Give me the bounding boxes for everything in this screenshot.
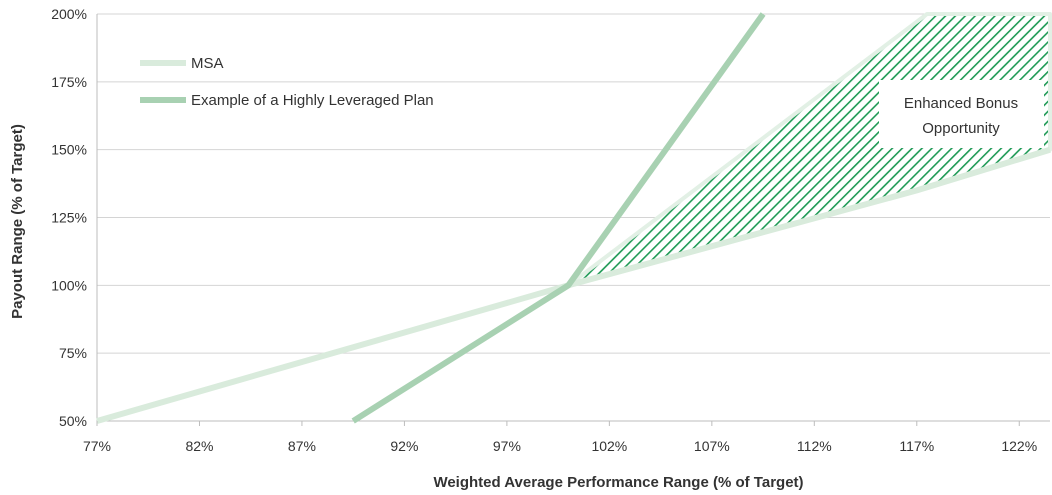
y-tick-label: 200% (51, 6, 87, 22)
legend-label: MSA (191, 55, 224, 72)
x-tick-label: 97% (493, 438, 521, 454)
x-tick-label: 117% (899, 438, 934, 454)
y-tick-label: 75% (59, 345, 87, 361)
y-tick-label: 175% (51, 74, 87, 90)
x-tick-label: 82% (185, 438, 213, 454)
annotation: Enhanced Bonus Opportunity (879, 80, 1044, 148)
x-tick-label: 102% (591, 438, 627, 454)
x-axis-ticks: 77% 82% 87% 92% 97% 102% 107% 112% 117% 122% (83, 421, 1037, 454)
legend-label: Example of a Highly Leveraged Plan (191, 92, 434, 109)
x-tick-label: 122% (1001, 438, 1037, 454)
x-tick-label: 77% (83, 438, 111, 454)
annotation-box (879, 80, 1044, 148)
x-tick-label: 92% (390, 438, 418, 454)
x-tick-label: 112% (797, 438, 832, 454)
y-tick-label: 100% (51, 277, 87, 293)
annotation-text: Enhanced Bonus (904, 95, 1018, 112)
x-tick-label: 107% (694, 438, 730, 454)
y-axis-ticks: 50% 75% 100% 125% 150% 175% 200% (51, 6, 87, 429)
annotation-text: Opportunity (922, 120, 1000, 137)
legend: MSA Example of a Highly Leveraged Plan (140, 55, 434, 109)
series-lines (96, 12, 1051, 424)
y-axis-title: Payout Range (% of Target) (9, 124, 26, 319)
y-tick-label: 125% (51, 210, 87, 226)
x-axis-title: Weighted Average Performance Range (% of… (433, 474, 803, 491)
x-tick-label: 87% (288, 438, 316, 454)
y-tick-label: 50% (59, 413, 87, 429)
series-line-1 (96, 146, 1051, 424)
y-tick-label: 150% (51, 142, 87, 158)
series-line-2 (351, 12, 766, 424)
